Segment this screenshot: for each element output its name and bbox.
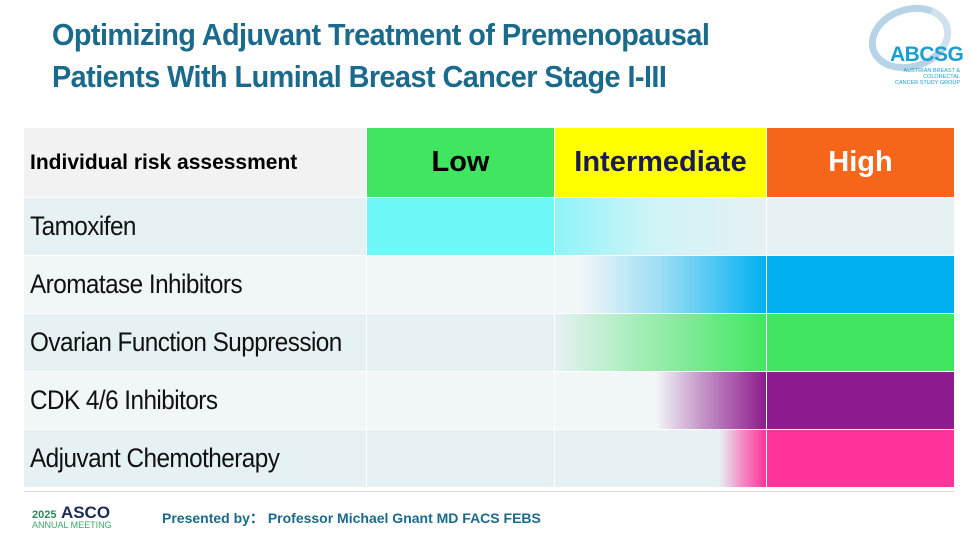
- cell-high: [767, 198, 954, 256]
- cell-intermediate: [555, 314, 767, 372]
- asco-logo: 2025 ASCO ANNUAL MEETING: [32, 503, 112, 530]
- cell-high: [767, 314, 954, 372]
- row-label: Tamoxifen: [24, 198, 367, 256]
- header-low: Low: [367, 128, 555, 198]
- abcsg-logo: ABCSG AUSTRIAN BREAST & COLORECTAL CANCE…: [852, 0, 964, 86]
- cell-intermediate: [555, 256, 767, 314]
- cell-low: [367, 430, 555, 488]
- treatment-fill: [555, 372, 766, 429]
- table-row-adjuvant-chemotherapy: Adjuvant Chemotherapy: [24, 430, 954, 488]
- asco-subtitle: ANNUAL MEETING: [32, 520, 112, 530]
- cell-intermediate: [555, 430, 767, 488]
- cell-intermediate: [555, 198, 767, 256]
- table-row-cdk46-inhibitors: CDK 4/6 Inhibitors: [24, 372, 954, 430]
- cell-high: [767, 430, 954, 488]
- logo-subtitle-2: CANCER STUDY GROUP: [895, 80, 960, 86]
- logo-subtitle-1: AUSTRIAN BREAST & COLORECTAL: [903, 68, 960, 80]
- treatment-fill: [767, 372, 954, 429]
- treatment-fill: [767, 256, 954, 313]
- treatment-fill: [555, 430, 766, 487]
- row-label: Ovarian Function Suppression: [24, 314, 367, 372]
- table-row-tamoxifen: Tamoxifen: [24, 198, 954, 256]
- row-label: Adjuvant Chemotherapy: [24, 430, 367, 488]
- row-label-text: Ovarian Function Suppression: [30, 327, 342, 357]
- cell-low: [367, 372, 555, 430]
- header-intermediate: Intermediate: [555, 128, 767, 198]
- logo-text: ABCSG: [890, 43, 964, 66]
- header-risk-assessment: Individual risk assessment: [24, 128, 367, 198]
- asco-name: ASCO: [60, 503, 111, 522]
- treatment-fill: [367, 198, 554, 255]
- presenter-credit: Presented by： Professor Michael Gnant MD…: [162, 510, 541, 526]
- row-label-text: Adjuvant Chemotherapy: [30, 443, 280, 473]
- slide-title: Optimizing Adjuvant Treatment of Premeno…: [52, 14, 710, 98]
- treatment-fill: [767, 430, 954, 487]
- header-high: High: [767, 128, 954, 198]
- cell-high: [767, 256, 954, 314]
- row-label-text: Aromatase Inhibitors: [30, 269, 243, 299]
- row-label: Aromatase Inhibitors: [24, 256, 367, 314]
- risk-table: Individual risk assessment Low Intermedi…: [24, 128, 954, 488]
- row-label-text: Tamoxifen: [30, 211, 136, 241]
- treatment-fill: [767, 314, 954, 371]
- table-row-ovarian-function-suppression: Ovarian Function Suppression: [24, 314, 954, 372]
- cell-high: [767, 372, 954, 430]
- title-line-1: Optimizing Adjuvant Treatment of Premeno…: [52, 17, 710, 52]
- asco-year: 2025: [32, 509, 57, 521]
- treatment-fill: [555, 198, 766, 255]
- title-line-2: Patients With Luminal Breast Cancer Stag…: [52, 59, 667, 94]
- treatment-fill: [555, 256, 766, 313]
- cell-intermediate: [555, 372, 767, 430]
- cell-low: [367, 198, 555, 256]
- logo-subtitle: AUSTRIAN BREAST & COLORECTAL CANCER STUD…: [870, 68, 960, 86]
- row-label: CDK 4/6 Inhibitors: [24, 372, 367, 430]
- row-label-text: CDK 4/6 Inhibitors: [30, 385, 218, 415]
- cell-low: [367, 256, 555, 314]
- table-row-aromatase-inhibitors: Aromatase Inhibitors: [24, 256, 954, 314]
- footer-divider: [24, 491, 954, 492]
- cell-low: [367, 314, 555, 372]
- treatment-fill: [555, 314, 766, 371]
- table-header: Individual risk assessment Low Intermedi…: [24, 128, 954, 198]
